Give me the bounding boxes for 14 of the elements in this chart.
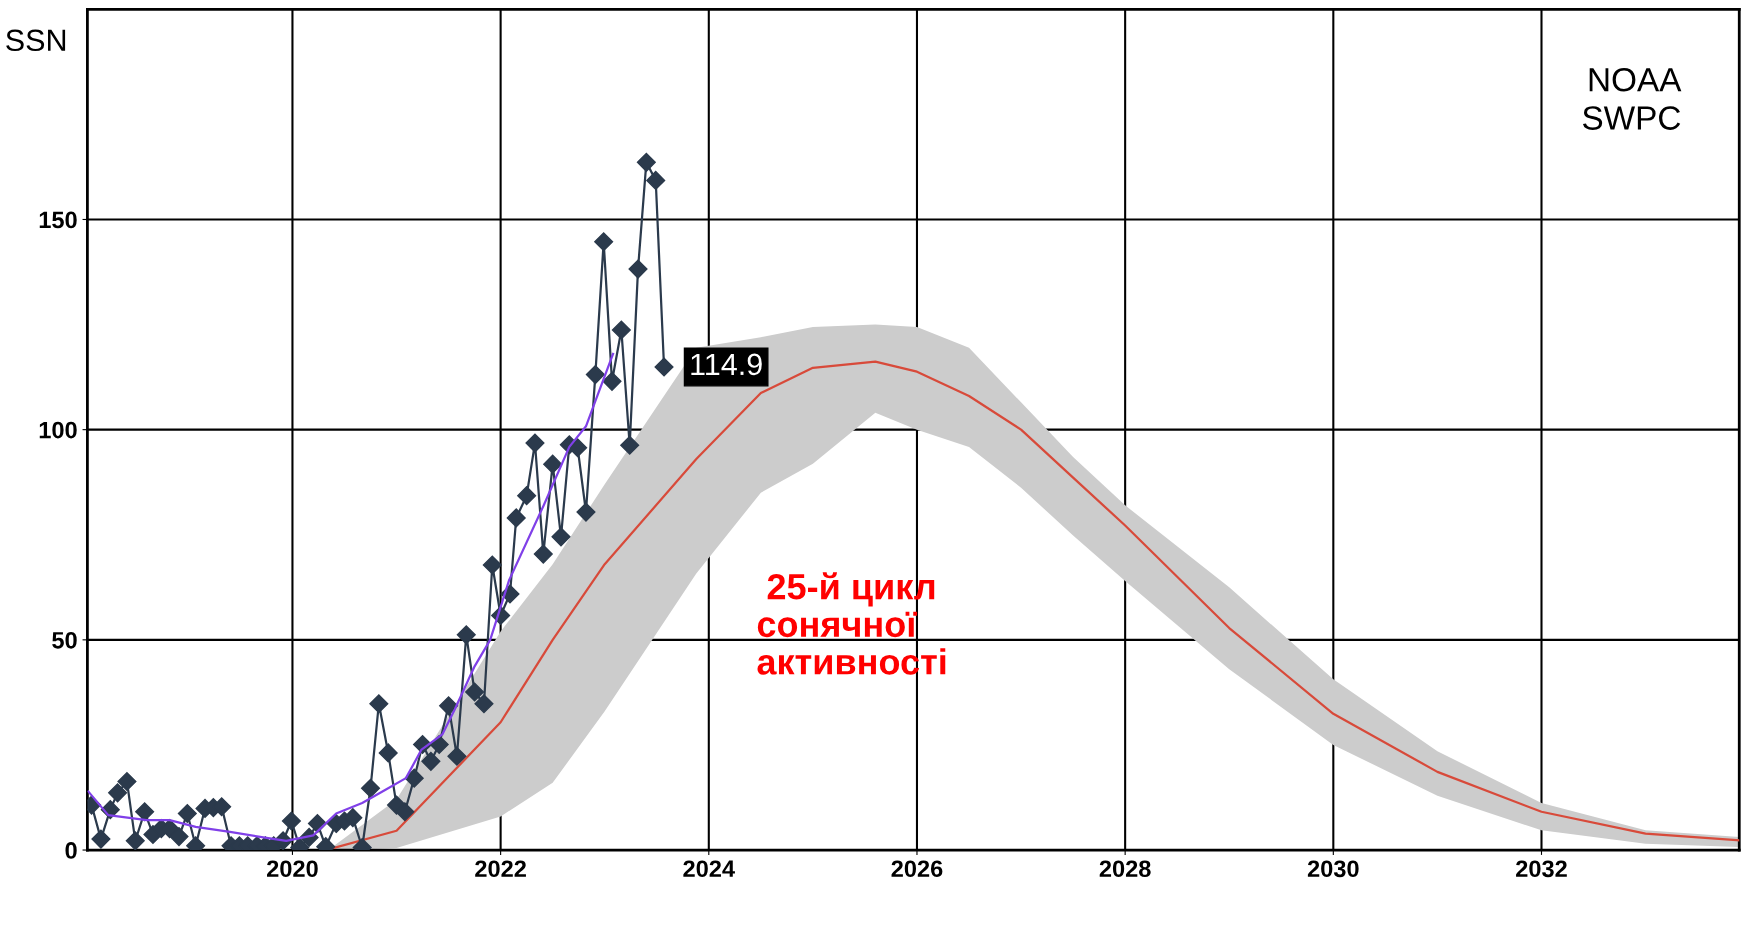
x-tick-label: 2028 (1099, 860, 1151, 878)
y-tick-label: 150 (39, 211, 77, 229)
annotation: 114.9 (691, 353, 762, 376)
y-tick-label: 0 (65, 842, 77, 859)
annotation: NOAA SWPC (1582, 67, 1682, 130)
y-tick-label: 50 (52, 631, 77, 649)
x-tick-label: 2020 (267, 860, 318, 878)
x-tick-label: 2030 (1307, 860, 1359, 878)
x-tick-label: 2026 (891, 860, 943, 878)
x-tick-label: 2022 (475, 860, 526, 878)
x-tick-label: 2024 (683, 860, 735, 878)
x-tick-label: 2032 (1516, 860, 1567, 878)
y-axis-title: SSN (6, 29, 66, 52)
y-tick-label: 100 (39, 421, 77, 439)
